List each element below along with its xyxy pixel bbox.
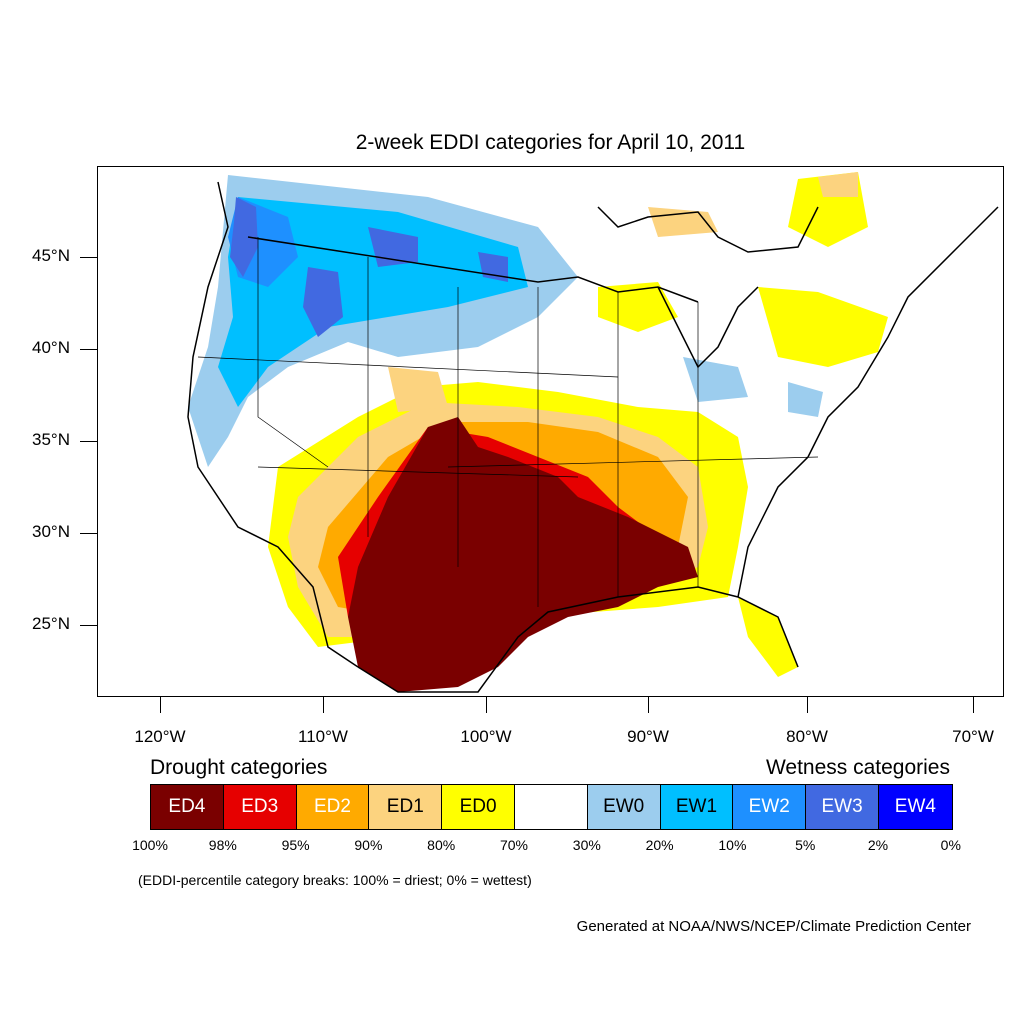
legend-box-ew0: EW0 xyxy=(587,785,661,829)
region-ew3-montana xyxy=(368,227,508,282)
legend-box-ew4: EW4 xyxy=(878,785,952,829)
lon-tick xyxy=(486,697,487,713)
lat-label-30: 30°N xyxy=(32,522,70,541)
lon-tick xyxy=(973,697,974,713)
legend-box-ed2: ED2 xyxy=(296,785,370,829)
lon-label-100: 100°W xyxy=(460,727,512,746)
percentile-break-label: 2% xyxy=(867,837,889,853)
lat-label-25: 25°N xyxy=(32,614,70,633)
map-borders xyxy=(187,181,999,693)
drought-heading: Drought categories xyxy=(150,756,328,779)
lon-label-90: 90°W xyxy=(627,727,669,746)
lat-tick xyxy=(80,441,97,442)
legend-box-ew1: EW1 xyxy=(660,785,734,829)
lon-tick xyxy=(807,697,808,713)
percentile-break-label: 20% xyxy=(645,837,674,853)
legend-box-ed3: ED3 xyxy=(223,785,297,829)
percentile-break-label: 80% xyxy=(427,837,456,853)
percentile-break-label: 5% xyxy=(795,837,816,853)
wetness-heading: Wetness categories xyxy=(765,756,950,779)
eddi-map xyxy=(97,166,1004,697)
credit-line: Generated at NOAA/NWS/NCEP/Climate Predi… xyxy=(576,918,971,935)
lon-label-70: 70°W xyxy=(952,727,994,746)
legend-box-ed1: ED1 xyxy=(369,785,443,829)
map-canvas xyxy=(187,172,999,693)
lat-tick xyxy=(80,257,97,258)
region-ew0-greatlakes xyxy=(683,357,823,417)
region-ed1-north xyxy=(388,172,858,412)
lat-label-35: 35°N xyxy=(32,430,70,449)
lon-tick xyxy=(160,697,161,713)
category-legend: ED4 ED3 ED2 ED1 ED0 EW0 EW1 EW2 EW3 EW4 xyxy=(150,784,953,830)
region-ed0-florida xyxy=(738,597,798,677)
lat-label-45: 45°N xyxy=(32,246,70,265)
region-ew3-coast xyxy=(230,197,258,277)
legend-box-ew3: EW3 xyxy=(806,785,879,829)
lat-label-40: 40°N xyxy=(32,338,70,357)
category-note: (EDDI-percentile category breaks: 100% =… xyxy=(138,872,532,888)
lat-tick xyxy=(80,533,97,534)
legend-box-ed4: ED4 xyxy=(151,785,224,829)
lon-label-80: 80°W xyxy=(786,727,828,746)
lon-tick xyxy=(648,697,649,713)
map-title: 2-week EDDI categories for April 10, 201… xyxy=(355,131,746,154)
region-ew3-idaho xyxy=(303,267,343,337)
percentile-break-label: 98% xyxy=(208,837,237,853)
legend-box-neutral xyxy=(514,785,588,829)
percentile-break-label: 70% xyxy=(499,837,529,853)
percentile-break-label: 90% xyxy=(354,837,383,853)
lat-tick xyxy=(80,625,97,626)
percentile-break-label: 30% xyxy=(572,837,601,853)
lon-label-120: 120°W xyxy=(134,727,186,746)
region-ed0-northeast xyxy=(598,172,888,367)
percentile-break-label: 100% xyxy=(132,837,168,853)
legend-box-ed0: ED0 xyxy=(442,785,515,829)
legend-box-ew2: EW2 xyxy=(733,785,807,829)
percentile-break-label: 0% xyxy=(940,837,961,853)
lat-tick xyxy=(80,349,97,350)
lon-tick xyxy=(323,697,324,713)
lon-label-110: 110°W xyxy=(298,727,348,746)
region-ed4 xyxy=(348,417,698,692)
percentile-break-label: 10% xyxy=(718,837,747,853)
percentile-break-label: 95% xyxy=(281,837,310,853)
